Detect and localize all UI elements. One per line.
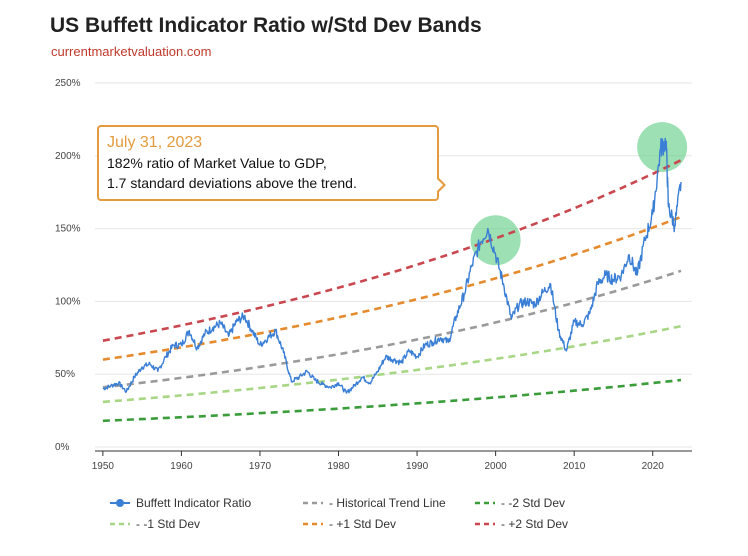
x-axis: 1950 1960 1970 1980 1990 2000 2010 2020 [92, 450, 692, 472]
std-dev-bands [102, 159, 682, 423]
x-tick-label: 1990 [406, 461, 429, 472]
legend-swatch [116, 499, 124, 507]
legend-label[interactable]: - -1 Std Dev [136, 517, 200, 531]
x-tick-label: 1960 [170, 461, 193, 472]
y-axis-labels: 0% 50% 100% 150% 200% 250% [55, 78, 81, 453]
band-line [102, 159, 682, 342]
callout-line-1: 182% ratio of Market Value to GDP, [107, 155, 327, 171]
y-tick-label: 50% [55, 369, 75, 380]
x-tick-label: 1980 [327, 461, 350, 472]
ratio-line [102, 137, 682, 394]
y-tick-label: 150% [55, 224, 81, 235]
x-tick-label: 2020 [642, 461, 665, 472]
callout-pointer-inner [436, 178, 443, 192]
legend-label[interactable]: - +1 Std Dev [329, 517, 396, 531]
peak-highlight-circle [470, 215, 521, 266]
y-tick-label: 200% [55, 151, 81, 162]
chart-source-link[interactable]: currentmarketvaluation.com [51, 44, 212, 59]
callout-date: July 31, 2023 [107, 134, 203, 151]
legend-label[interactable]: - +2 Std Dev [501, 517, 568, 531]
legend-label[interactable]: Buffett Indicator Ratio [136, 496, 252, 510]
y-tick-label: 250% [55, 78, 81, 89]
band-line [102, 269, 682, 389]
chart-title: US Buffett Indicator Ratio w/Std Dev Ban… [50, 14, 482, 37]
y-tick-label: 0% [55, 442, 70, 453]
legend-label[interactable]: - Historical Trend Line [329, 496, 446, 510]
x-tick-label: 1950 [92, 461, 115, 472]
callout-line-2: 1.7 standard deviations above the trend. [107, 175, 357, 191]
x-tick-label: 1970 [249, 461, 272, 472]
band-line [102, 324, 682, 404]
ratio-series [102, 137, 682, 394]
chart-legend: Buffett Indicator Ratio - Historical Tren… [110, 496, 568, 531]
x-tick-label: 2010 [563, 461, 586, 472]
legend-label[interactable]: - -2 Std Dev [501, 496, 565, 510]
band-line [102, 378, 682, 423]
x-tick-label: 2000 [484, 461, 507, 472]
callout-box: July 31, 2023 182% ratio of Market Value… [97, 125, 439, 201]
band-line [102, 215, 682, 361]
y-tick-label: 100% [55, 296, 81, 307]
